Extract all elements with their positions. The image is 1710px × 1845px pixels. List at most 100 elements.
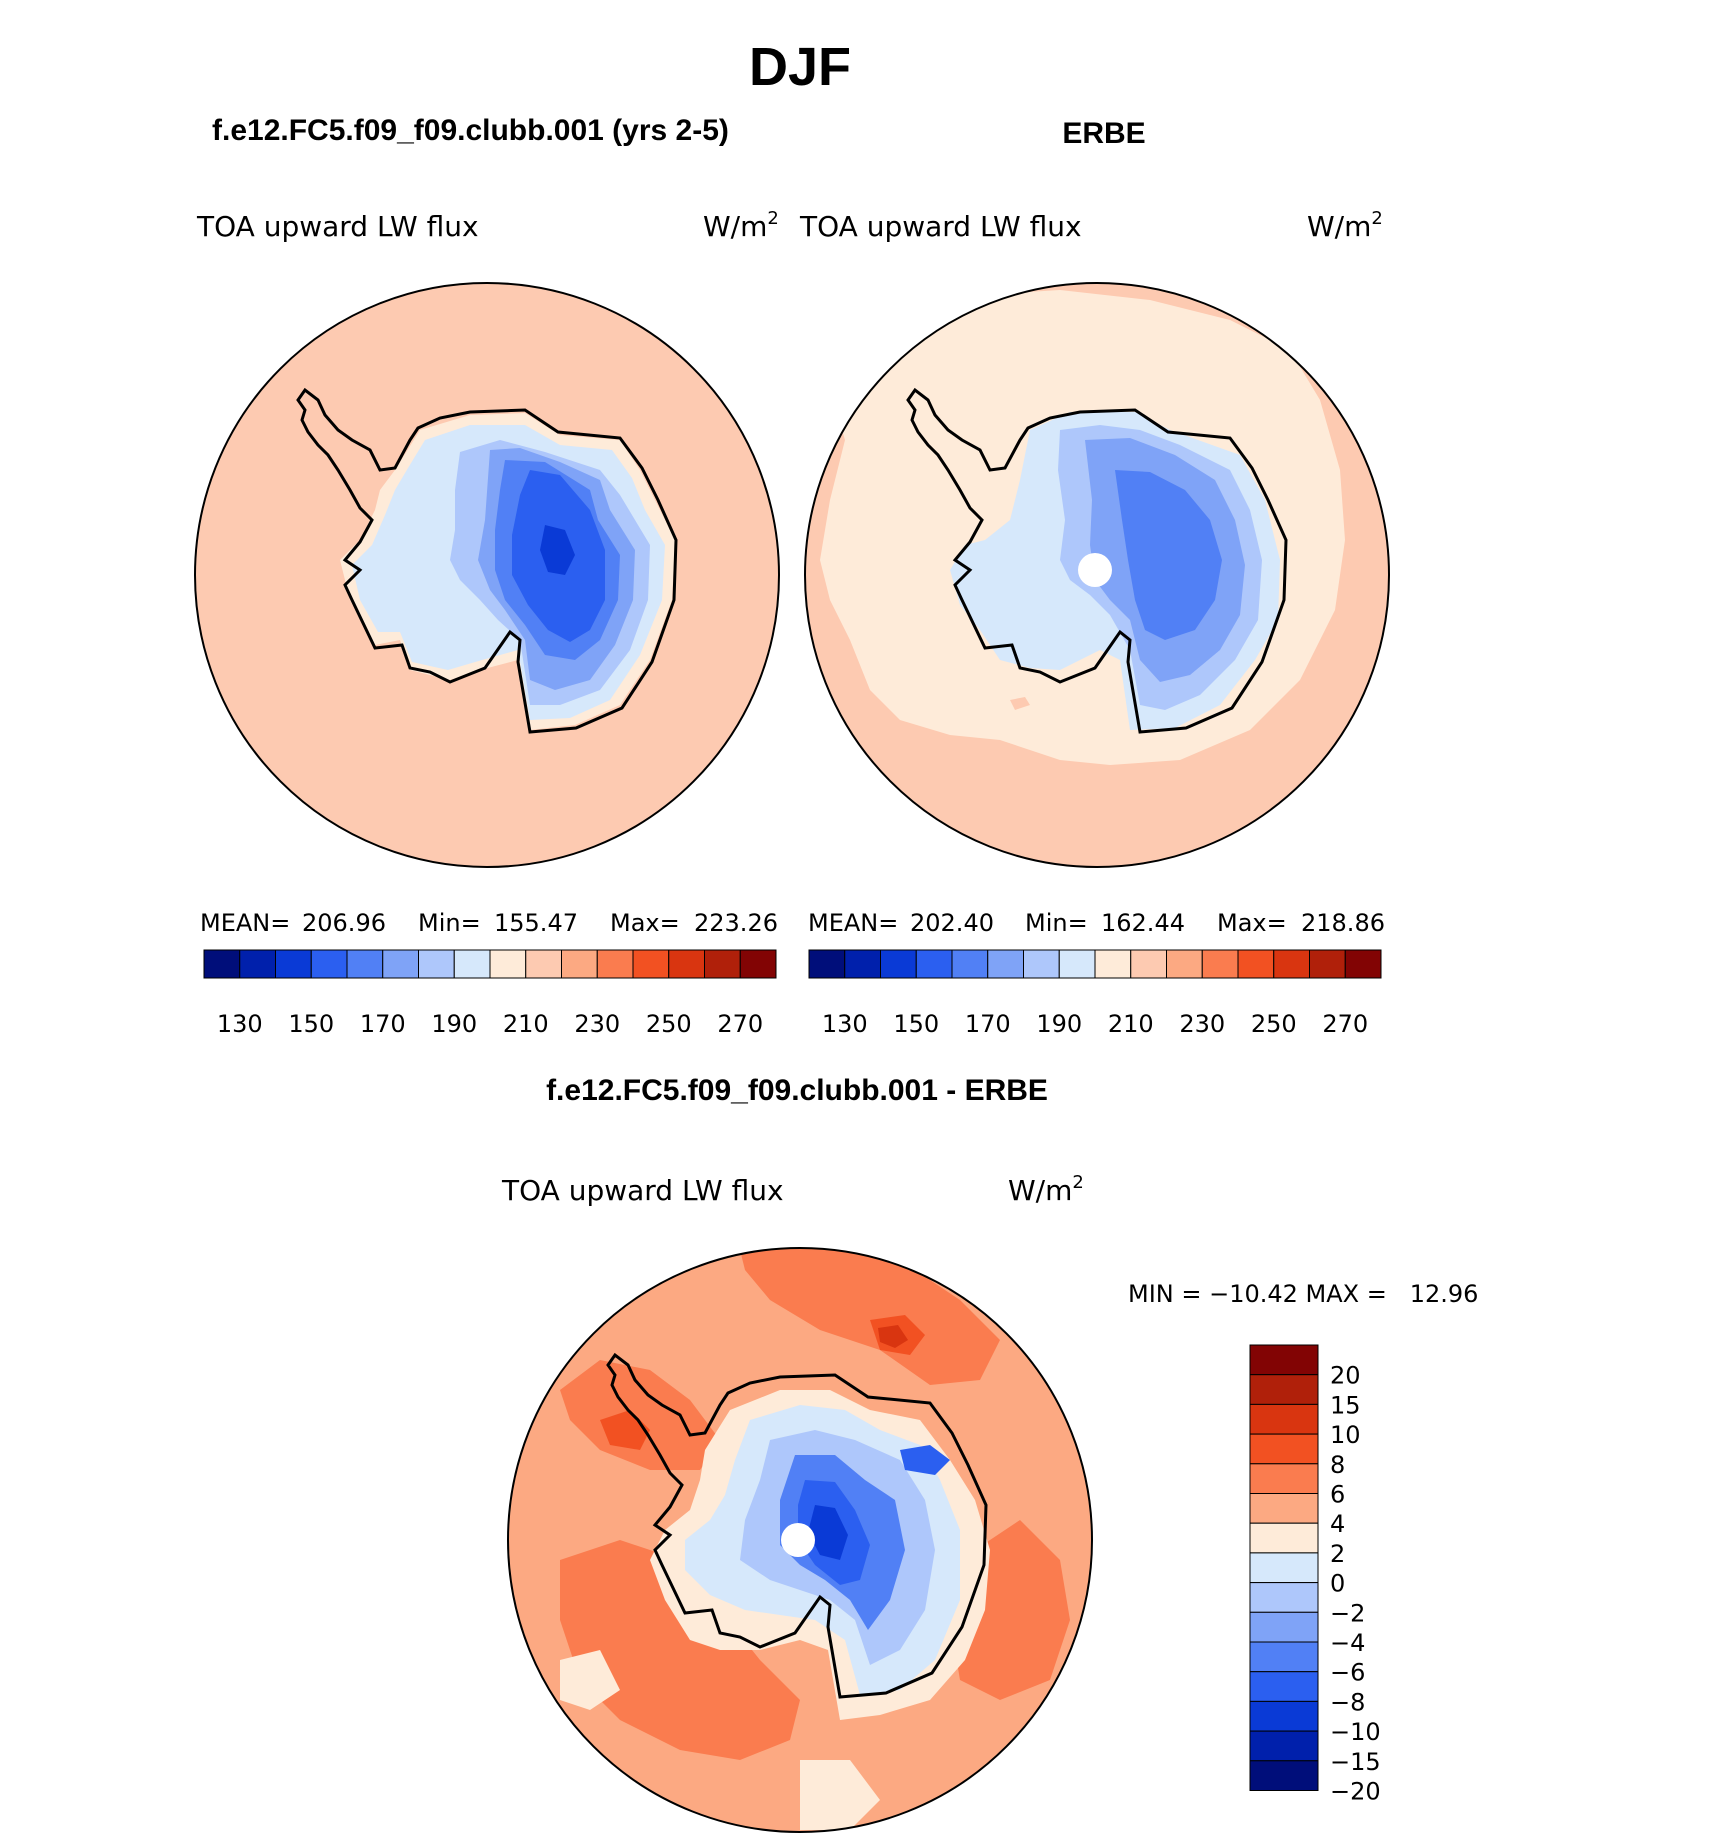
panel2-colorbar-tick-label: 190 — [1036, 1010, 1082, 1038]
panel2-colorbar-tick-label: 270 — [1322, 1010, 1368, 1038]
panel1-map-border — [194, 282, 780, 868]
panel3-minmax-label: MIN = −10.42 MAX = 12.96 — [1128, 1280, 1478, 1308]
panel2-colorbar-swatch — [1023, 949, 1060, 979]
figure-title: DJF — [749, 37, 851, 97]
panel3-colorbar-swatch — [1249, 1700, 1319, 1732]
panel2-units-base: W/m — [1307, 210, 1371, 243]
panel1-mean-label: MEAN= — [200, 909, 290, 937]
panel1-colorbar-swatch — [239, 949, 276, 979]
panel1-variable-label: TOA upward LW flux — [196, 210, 479, 243]
panel2-contour-small-patch — [1010, 697, 1030, 710]
panel2-colorbar-swatch — [1201, 949, 1239, 979]
panel3-map — [508, 1248, 1092, 1832]
panel3-colorbar-swatch — [1249, 1403, 1319, 1435]
panel1-coastline — [296, 387, 678, 734]
panel3-colorbar-swatch — [1249, 1552, 1319, 1584]
panel2-colorbar-tick-label: 210 — [1108, 1010, 1154, 1038]
panel2-colorbar-tick-label: 250 — [1251, 1010, 1297, 1038]
panel1-colorbar-tick-label: 130 — [217, 1010, 263, 1038]
panel2-min-value: 162.44 — [1101, 909, 1185, 937]
panel1-contour-minimum — [540, 525, 575, 575]
panel2-variable-label: TOA upward LW flux — [799, 210, 1082, 243]
panel1-colorbar-swatch — [489, 949, 527, 979]
panel2-map — [805, 283, 1389, 867]
panel2-colorbar-swatch — [1344, 949, 1382, 979]
panel1-units-base: W/m — [703, 210, 767, 243]
panel1-max-value: 223.26 — [694, 909, 778, 937]
panel3-colorbar-tick-label: 20 — [1330, 1362, 1361, 1390]
panel2-units-sup: 2 — [1371, 208, 1382, 229]
panel3-contour-warm-north — [740, 1248, 1000, 1385]
panel3-colorbar-swatch — [1249, 1760, 1319, 1792]
panel3-colorbar-swatch — [1249, 1374, 1319, 1405]
panel3-colorbar-swatch — [1249, 1344, 1319, 1376]
panel1-colorbar-swatch — [739, 949, 777, 979]
panel3-contour-mild-south — [800, 1760, 880, 1830]
panel3-colorbar-swatch — [1249, 1463, 1319, 1495]
panel3-colorbar-swatch — [1249, 1671, 1319, 1702]
panel2-contour-ring4 — [1115, 470, 1222, 640]
panel1-min-label: Min= — [418, 909, 481, 937]
panel3-contour-warm-southwest — [560, 1540, 800, 1760]
panel3-colorbar-tick-label: 2 — [1330, 1540, 1345, 1568]
panel3-variable-label: TOA upward LW flux — [501, 1174, 784, 1207]
panel2-colorbar-tick-label: 170 — [965, 1010, 1011, 1038]
panel2-colorbar-tick-label: 230 — [1179, 1010, 1225, 1038]
panel2-pole-hole — [1078, 553, 1112, 587]
panel1-colorbar-swatch — [453, 949, 491, 979]
panel2-colorbar-swatch — [1273, 949, 1310, 979]
panel1-colorbar-swatch — [596, 949, 634, 979]
panel2-colorbar-swatch — [1309, 949, 1346, 979]
panel1-colorbar-swatch — [561, 949, 598, 979]
panel2-colorbar-swatch — [1237, 949, 1275, 979]
panel3-colorbar-tick-label: 8 — [1330, 1451, 1345, 1479]
panel3-colorbar-swatch — [1249, 1433, 1319, 1465]
panel3-colorbar-swatch — [1249, 1522, 1319, 1554]
panel3-pole-hole — [781, 1523, 815, 1557]
panel3-colorbar-swatch — [1249, 1641, 1319, 1673]
panel3-colorbar-swatch — [1249, 1582, 1319, 1613]
panel1-colorbar-tick-label: 170 — [360, 1010, 406, 1038]
panel3-colorbar-tick-label: −4 — [1330, 1629, 1365, 1657]
panel3-contour-hotter-north — [878, 1325, 908, 1348]
panel1-colorbar-swatch — [418, 949, 455, 979]
panel3-colorbar-tick-label: −8 — [1330, 1688, 1365, 1716]
panel3-colorbar-tick-label: 6 — [1330, 1481, 1345, 1509]
panel3-units-base: W/m — [1008, 1174, 1072, 1207]
panel2-colorbar-tick-label: 150 — [893, 1010, 939, 1038]
panel3-units: W/m2 — [1008, 1172, 1084, 1207]
panel1-colorbar-swatch — [275, 949, 312, 979]
panel1-subtitle: f.e12.FC5.f09_f09.clubb.001 (yrs 2-5) — [212, 114, 729, 147]
panel2-colorbar: 130 150 170 190 210 230 250 270 — [808, 949, 1382, 1038]
panel1-colorbar-swatch — [346, 949, 384, 979]
panel1-colorbar-swatch — [668, 949, 705, 979]
panel2-colorbar-swatch — [951, 949, 989, 979]
panel3-map-border — [507, 1247, 1093, 1833]
panel1-units: W/m2 — [703, 208, 779, 243]
panel2-subtitle: ERBE — [1062, 117, 1145, 150]
panel3-units-sup: 2 — [1072, 1172, 1083, 1193]
panel2-colorbar-swatch — [808, 949, 846, 979]
panel3-coastline — [606, 1352, 988, 1699]
panel2-colorbar-swatch — [987, 949, 1024, 979]
panel3-contour-coldest — [808, 1505, 848, 1560]
panel1-colorbar-tick-label: 190 — [431, 1010, 477, 1038]
panel3-colorbar-tick-label: −10 — [1330, 1718, 1381, 1746]
panel2-colorbar-swatch — [844, 949, 881, 979]
panel2-units: W/m2 — [1307, 208, 1383, 243]
panel1-units-sup: 2 — [767, 208, 778, 229]
panel3-colorbar-tick-label: 15 — [1330, 1391, 1361, 1419]
panel1-colorbar-tick-label: 210 — [503, 1010, 549, 1038]
panel3-colorbar-swatch — [1249, 1493, 1319, 1524]
panel1-colorbar-tick-label: 250 — [646, 1010, 692, 1038]
panel2-colorbar-swatch — [1166, 949, 1203, 979]
panel2-coastline — [906, 387, 1288, 734]
panel2-colorbar-tick-label: 130 — [822, 1010, 868, 1038]
panel1-mean-value: 206.96 — [302, 909, 386, 937]
panel2-colorbar-swatch — [915, 949, 953, 979]
panel2-colorbar-swatch — [1094, 949, 1132, 979]
panel1-colorbar-tick-label: 230 — [574, 1010, 620, 1038]
panel3-colorbar-tick-label: −2 — [1330, 1599, 1365, 1627]
